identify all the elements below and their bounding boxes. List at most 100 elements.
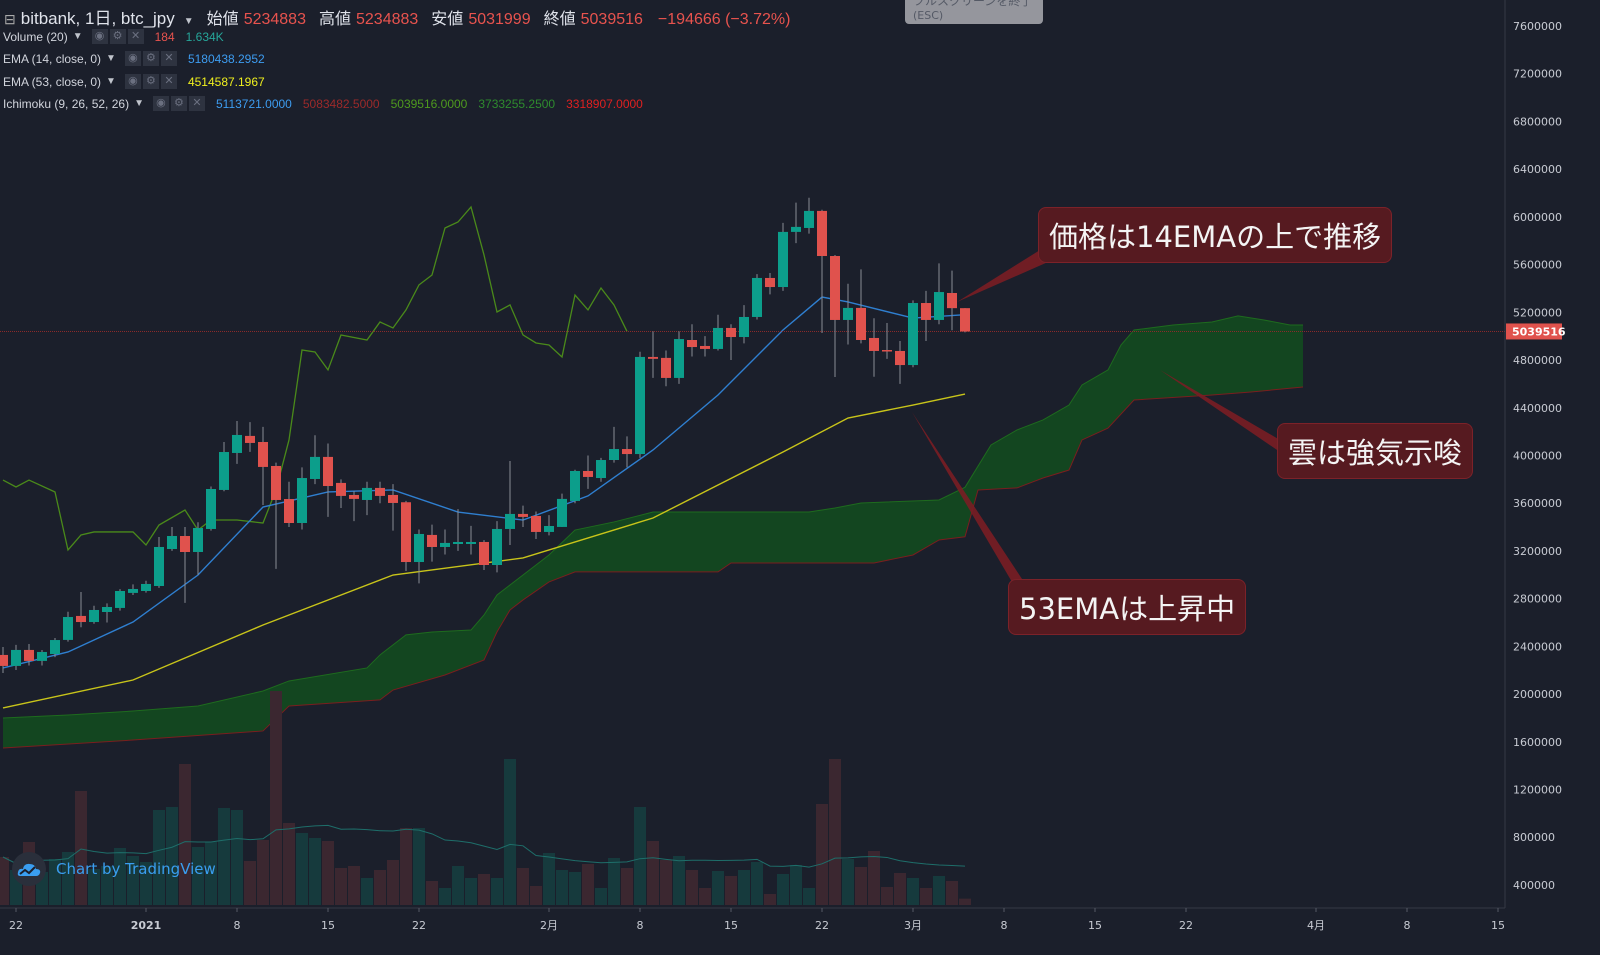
- indicator-value: 5113721.0000: [215, 96, 292, 111]
- low-value: 5031999: [468, 11, 531, 28]
- volume-bar: [179, 764, 191, 905]
- candle: [440, 529, 450, 555]
- volume-bar: [452, 866, 464, 905]
- volume-bar: [842, 859, 854, 905]
- chevron-down-icon[interactable]: ▼: [106, 53, 116, 64]
- candle: [50, 638, 60, 658]
- visibility-eye-icon[interactable]: ◉: [124, 74, 141, 89]
- candle: [115, 589, 125, 611]
- candle: [427, 524, 437, 562]
- price-tick-label: 4400000: [1513, 402, 1562, 415]
- volume-bar: [127, 856, 139, 905]
- settings-gear-icon[interactable]: ⚙: [142, 74, 159, 89]
- price-tick-label: 1600000: [1513, 736, 1562, 749]
- settings-gear-icon[interactable]: ⚙: [170, 96, 187, 111]
- candle: [362, 481, 372, 516]
- indicator-name[interactable]: Ichimoku (9, 26, 52, 26): [3, 96, 130, 111]
- candle: [739, 305, 749, 344]
- high-value: 5234883: [356, 11, 419, 28]
- chevron-down-icon[interactable]: ▼: [106, 76, 116, 87]
- volume-bar: [88, 869, 100, 905]
- candle-body: [960, 308, 970, 332]
- candle: [856, 269, 866, 344]
- candle-body: [63, 617, 73, 640]
- settings-gear-icon[interactable]: ⚙: [109, 29, 126, 44]
- chevron-down-icon[interactable]: ▼: [134, 98, 144, 109]
- candle-body: [518, 513, 528, 517]
- volume-bar: [959, 898, 971, 905]
- candle: [193, 522, 203, 576]
- visibility-eye-icon[interactable]: ◉: [124, 51, 141, 66]
- indicator-name[interactable]: EMA (53, close, 0): [3, 74, 102, 89]
- volume-bar: [829, 759, 841, 905]
- candle-body: [557, 498, 567, 527]
- indicator-name[interactable]: EMA (14, close, 0): [3, 51, 102, 66]
- candle: [414, 529, 424, 584]
- price-tick-label: 4800000: [1513, 354, 1562, 367]
- annotation-ema53-rising[interactable]: 53EMAは上昇中: [1008, 579, 1247, 635]
- remove-close-icon[interactable]: ✕: [127, 29, 144, 44]
- volume-bar: [114, 848, 126, 905]
- candle-body: [765, 277, 775, 288]
- time-tick-label: 22: [412, 919, 426, 932]
- time-axis[interactable]: 22 2021 8 15 22 2月 8 15 22 3月 8 15 22 4月 8 15: [9, 908, 1505, 932]
- candle-body: [336, 482, 346, 496]
- price-tick-label: 6400000: [1513, 163, 1562, 176]
- leading-span-a-line: [2, 315, 1303, 719]
- candle: [453, 509, 463, 551]
- candle: [687, 324, 697, 357]
- ema14-line: [2, 296, 966, 669]
- candle-body: [895, 350, 905, 366]
- volume-bar: [543, 853, 555, 905]
- remove-close-icon[interactable]: ✕: [188, 96, 205, 111]
- candle-body: [0, 654, 8, 666]
- remove-close-icon[interactable]: ✕: [160, 74, 177, 89]
- time-tick-label: 3月: [904, 919, 922, 932]
- candle: [661, 350, 671, 387]
- candle-body: [856, 307, 866, 340]
- candle: [206, 486, 216, 531]
- candle-body: [440, 542, 450, 547]
- candle: [908, 300, 918, 368]
- exit-fullscreen-tooltip[interactable]: フルスクリーンを終了 (ESC): [905, 0, 1043, 24]
- open-value: 5234883: [243, 11, 306, 28]
- indicator-name[interactable]: Volume (20): [3, 29, 68, 44]
- price-tick-label: 3600000: [1513, 497, 1562, 510]
- candle-body: [466, 541, 476, 545]
- settings-gear-icon[interactable]: ⚙: [142, 51, 159, 66]
- high-label: 高値: [318, 11, 351, 28]
- volume-bar: [894, 873, 906, 905]
- symbol-title[interactable]: bitbank, 1日, btc_jpy: [20, 9, 175, 28]
- candle-body: [622, 449, 632, 455]
- chevron-down-icon[interactable]: ▼: [183, 16, 194, 27]
- volume-bar: [946, 881, 958, 905]
- tradingview-watermark[interactable]: Chart by TradingView: [12, 852, 216, 886]
- time-tick-label: 2月: [540, 919, 558, 932]
- price-axis[interactable]: 7600000 7200000 6800000 6400000 6000000 56000…: [1506, 20, 1566, 892]
- volume-bar: [0, 857, 9, 905]
- close-value: 5039516: [580, 11, 643, 28]
- volume-bar: [816, 804, 828, 905]
- candle: [778, 222, 788, 291]
- candle: [752, 274, 762, 320]
- visibility-eye-icon[interactable]: ◉: [91, 29, 108, 44]
- chevron-down-icon[interactable]: ▼: [72, 31, 83, 42]
- candle-body: [388, 494, 398, 503]
- collapse-icon[interactable]: ⊟: [4, 11, 16, 27]
- annotation-cloud-bullish[interactable]: 雲は強気示唆: [1277, 423, 1474, 479]
- legend-row: EMA (14, close, 0) ▼ ◉ ⚙ ✕ 5180438.2952: [3, 51, 271, 66]
- volume-bar: [920, 888, 932, 905]
- candle-body: [258, 441, 268, 467]
- candle: [63, 611, 73, 642]
- visibility-eye-icon[interactable]: ◉: [152, 96, 169, 111]
- candle-body: [232, 434, 242, 453]
- remove-close-icon[interactable]: ✕: [160, 51, 177, 66]
- volume-bar: [374, 870, 386, 905]
- annotation-pointers: [912, 250, 1280, 582]
- annotation-price-above-ema14[interactable]: 価格は14EMAの上で推移: [1038, 207, 1393, 263]
- volume-bar: [49, 859, 61, 905]
- candle-body: [583, 470, 593, 477]
- legend-row: Ichimoku (9, 26, 52, 26) ▼ ◉ ⚙ ✕ 5113721.0000…: [3, 96, 649, 111]
- volume-bar: [907, 878, 919, 905]
